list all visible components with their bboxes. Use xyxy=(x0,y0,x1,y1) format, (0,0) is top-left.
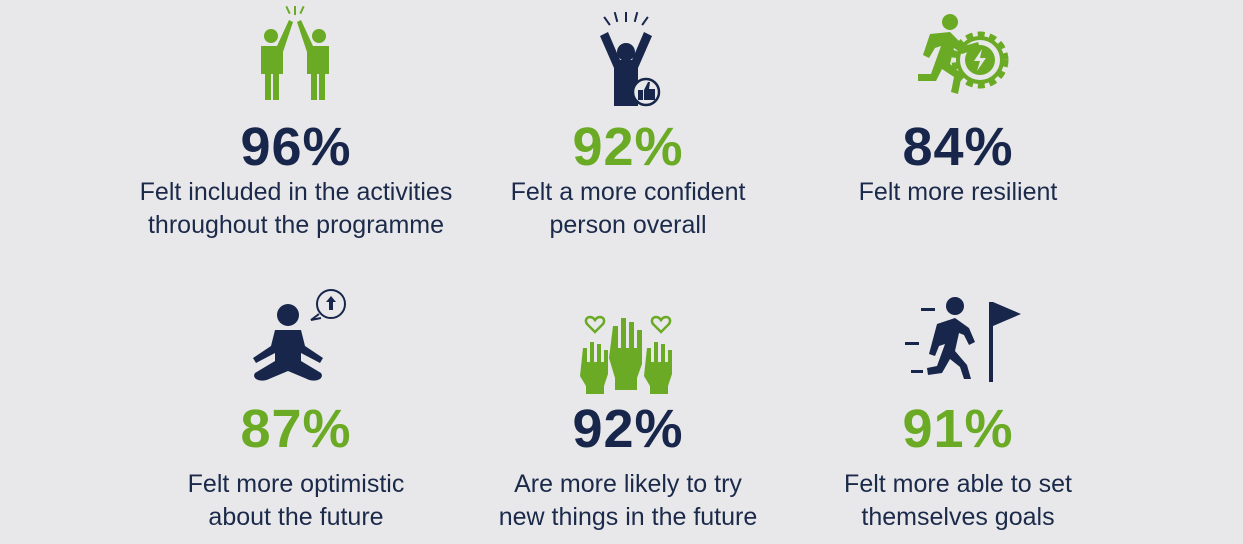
high-five-icon xyxy=(251,5,341,107)
stat-description: Felt included in the activities througho… xyxy=(139,178,453,239)
stat-set-goals: 91% Felt more able to set themselves goa… xyxy=(788,280,1128,544)
stat-description: Felt more able to set themselves goals xyxy=(844,470,1072,531)
stat-value: 92% xyxy=(572,399,684,459)
stat-description: Are more likely to try new things in the… xyxy=(498,470,758,531)
stat-value: 96% xyxy=(240,117,352,177)
stat-description: Felt more resilient xyxy=(858,178,1058,206)
stat-value: 84% xyxy=(902,117,1014,177)
stat-resilient: 84% Felt more resilient xyxy=(788,0,1128,250)
stat-value: 87% xyxy=(240,399,352,459)
stat-description: Felt a more confident person overall xyxy=(510,178,746,239)
raised-hands-hearts-icon xyxy=(575,304,681,399)
stat-value: 91% xyxy=(902,399,1014,459)
running-person-gear-icon xyxy=(900,12,1016,107)
stat-description: Felt more optimistic about the future xyxy=(187,470,405,531)
stat-included: 96% Felt included in the activities thro… xyxy=(126,0,466,250)
stat-try-new-things: 92% Are more likely to try new things in… xyxy=(458,280,798,544)
stat-value: 92% xyxy=(572,117,684,177)
stat-optimistic: 87% Felt more optimistic about the futur… xyxy=(126,280,466,544)
runner-flag-icon xyxy=(893,294,1023,391)
stat-confident: 92% Felt a more confident person overall xyxy=(458,0,798,250)
meditating-person-icon xyxy=(243,288,349,393)
confident-person-thumbs-up-icon xyxy=(588,11,668,113)
